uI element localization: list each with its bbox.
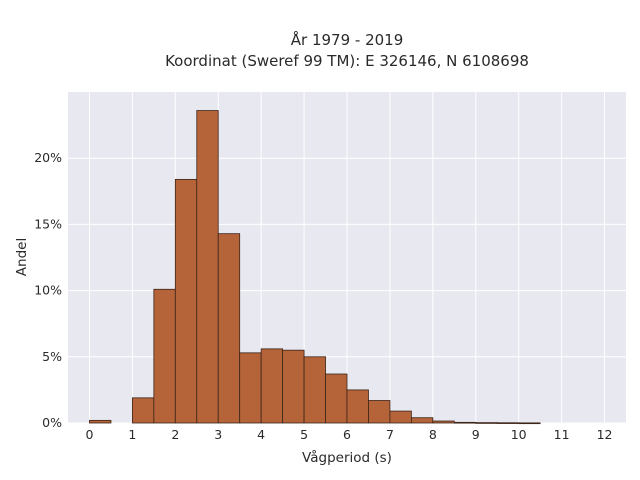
x-tick-label: 9 xyxy=(472,427,480,442)
x-tick-label: 7 xyxy=(386,427,394,442)
chart-title-line-2: Koordinat (Sweref 99 TM): E 326146, N 61… xyxy=(165,52,529,70)
x-tick-label: 10 xyxy=(511,427,527,442)
histogram-bar xyxy=(174,178,198,424)
histogram-bar xyxy=(131,397,155,424)
histogram-bar xyxy=(453,421,477,424)
histogram-bar xyxy=(303,356,326,424)
histogram-bar xyxy=(410,417,434,424)
y-tick-label: 5% xyxy=(42,349,62,364)
y-axis-ticks: 0% 5% 10% 15% 20% xyxy=(34,150,62,430)
x-tick-label: 8 xyxy=(429,427,437,442)
histogram-bar xyxy=(282,349,305,424)
histogram-bar xyxy=(89,419,112,424)
x-tick-label: 6 xyxy=(343,427,351,442)
histogram-bar xyxy=(432,420,455,424)
histogram-bar xyxy=(496,422,520,424)
x-axis-ticks: 0 1 2 3 4 5 6 7 8 9 10 11 12 xyxy=(85,427,612,442)
y-tick-label: 15% xyxy=(34,216,62,231)
histogram-bar xyxy=(389,410,412,424)
y-tick-label: 20% xyxy=(34,150,62,165)
histogram-bar xyxy=(518,422,541,425)
histogram-bar xyxy=(346,389,369,424)
histogram-bar xyxy=(260,348,284,424)
x-tick-label: 1 xyxy=(128,427,136,442)
histogram-bar xyxy=(239,352,262,424)
x-tick-label: 11 xyxy=(554,427,570,442)
histogram-bar xyxy=(196,110,219,424)
x-tick-label: 0 xyxy=(85,427,93,442)
bars xyxy=(89,110,541,425)
y-tick-label: 10% xyxy=(34,283,62,298)
histogram-bar xyxy=(475,422,498,424)
x-tick-label: 12 xyxy=(597,427,613,442)
histogram-bar xyxy=(217,233,241,424)
histogram-bar xyxy=(153,288,176,424)
x-axis-label: Vågperiod (s) xyxy=(302,449,392,466)
y-tick-label: 0% xyxy=(42,415,62,430)
histogram-bar xyxy=(368,400,391,424)
histogram-bar xyxy=(325,373,348,424)
x-tick-label: 5 xyxy=(300,427,308,442)
x-tick-label: 2 xyxy=(171,427,179,442)
x-tick-label: 4 xyxy=(257,427,265,442)
y-axis-label: Andel xyxy=(14,238,30,276)
x-tick-label: 3 xyxy=(214,427,222,442)
chart-title-line-1: År 1979 - 2019 xyxy=(291,30,404,49)
